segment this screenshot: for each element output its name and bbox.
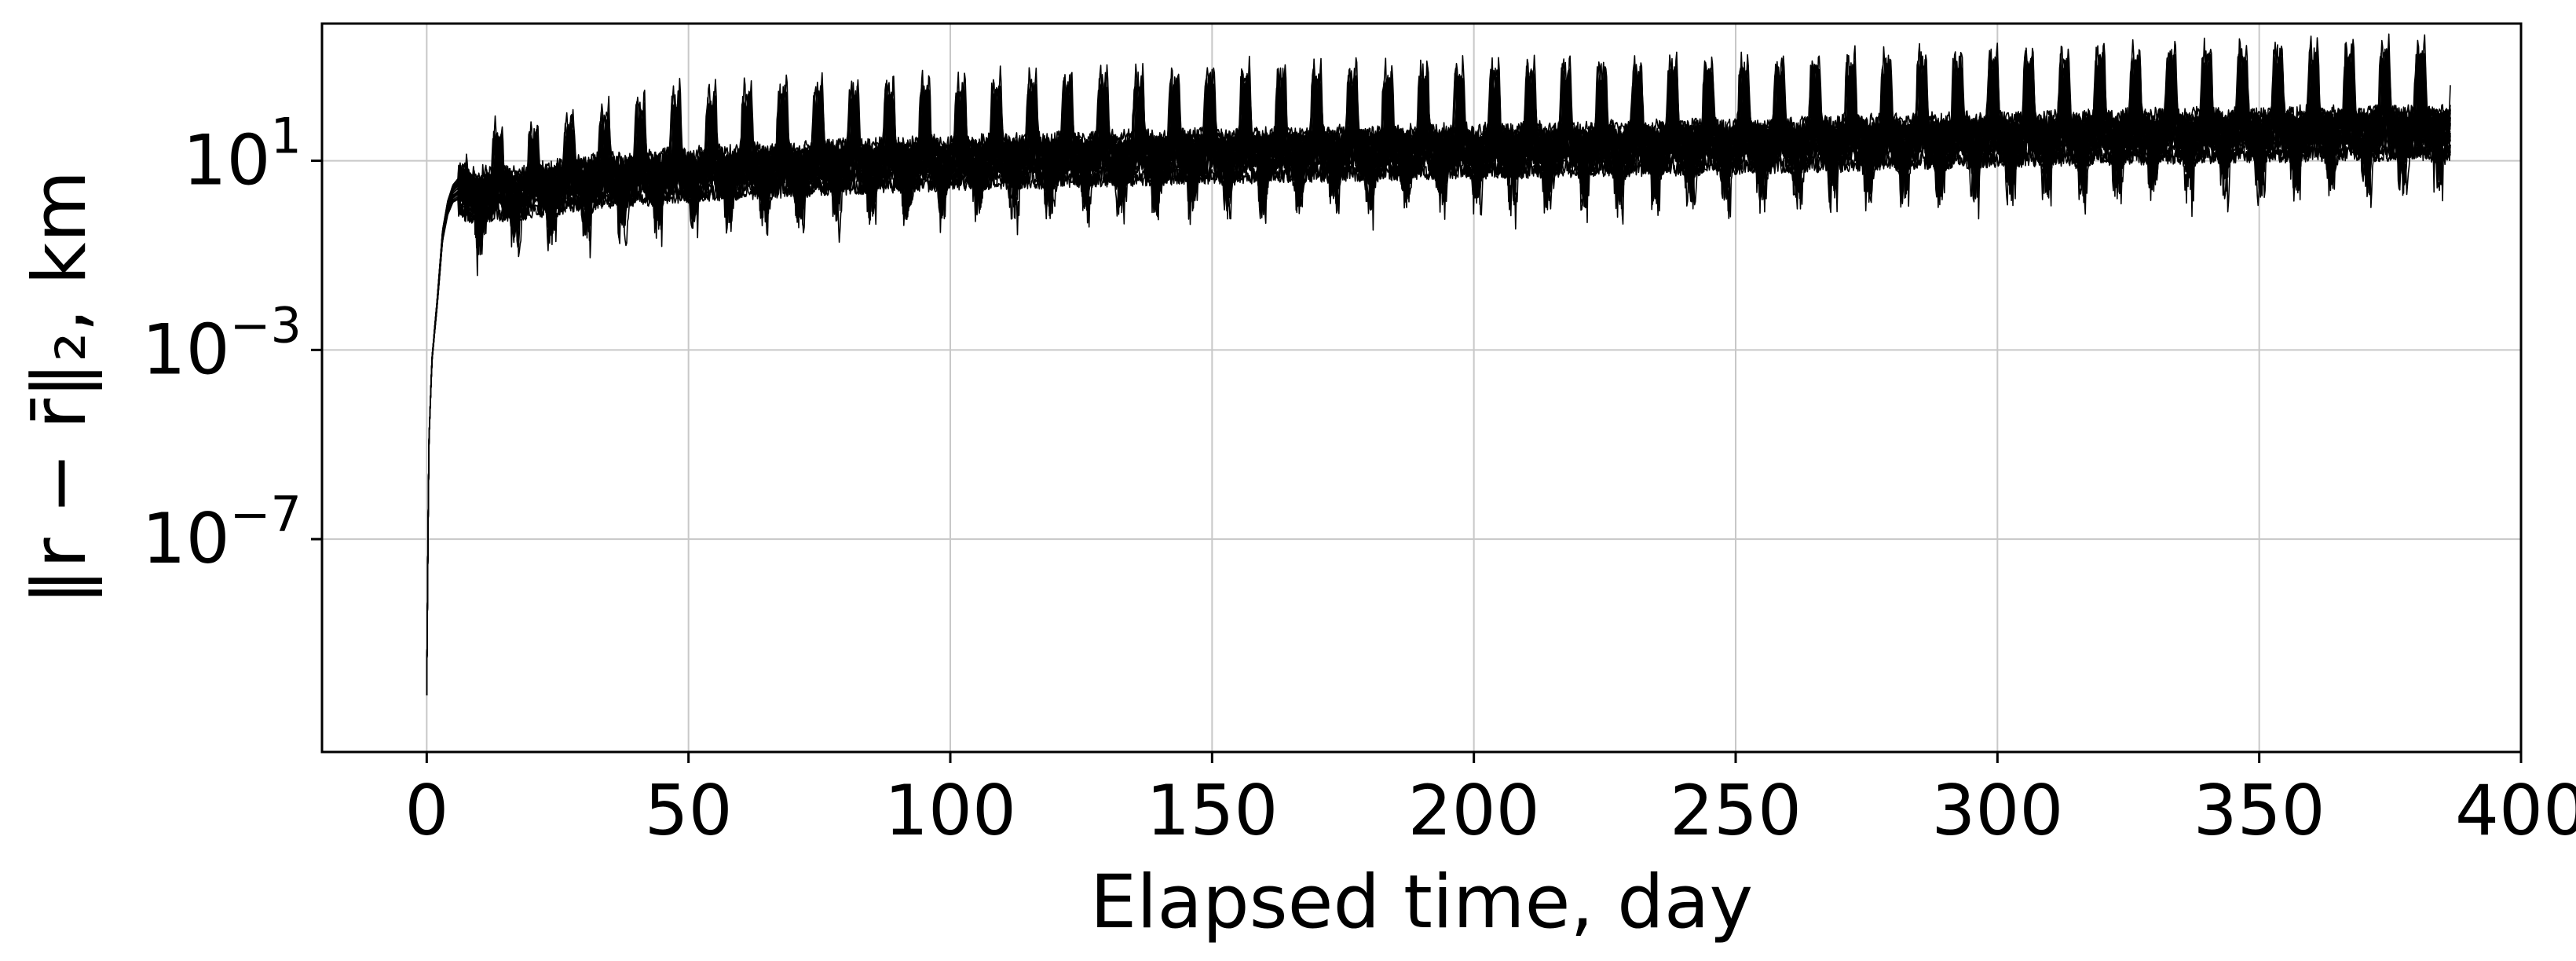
y-tick-label: 10−7 bbox=[142, 486, 302, 579]
y-tick-label: 10−3 bbox=[142, 296, 302, 390]
x-tick-label: 0 bbox=[404, 770, 448, 851]
x-tick-label: 150 bbox=[1146, 770, 1278, 851]
x-tick-label: 200 bbox=[1408, 770, 1540, 851]
x-axis-label: Elapsed time, day bbox=[1090, 860, 1753, 945]
x-axis-ticks: 0 50 100 150 200 250 300 350 400 bbox=[404, 752, 2576, 851]
y-axis-ticks: 101 10−3 10−7 bbox=[142, 108, 322, 579]
x-tick-label: 100 bbox=[884, 770, 1016, 851]
plot-frame bbox=[320, 22, 2523, 754]
series-line bbox=[426, 83, 2451, 695]
series-line bbox=[426, 67, 2451, 695]
x-tick-label: 50 bbox=[645, 770, 733, 851]
x-tick-label: 400 bbox=[2455, 770, 2576, 851]
x-tick-label: 300 bbox=[1931, 770, 2063, 851]
series-line bbox=[426, 67, 2451, 695]
x-tick-label: 250 bbox=[1670, 770, 1802, 851]
x-tick-label: 350 bbox=[2194, 770, 2325, 851]
series-group bbox=[426, 33, 2451, 695]
y-axis-label: ‖r − r̄‖₂, km bbox=[17, 171, 103, 605]
y-tick-label: 101 bbox=[183, 108, 302, 201]
